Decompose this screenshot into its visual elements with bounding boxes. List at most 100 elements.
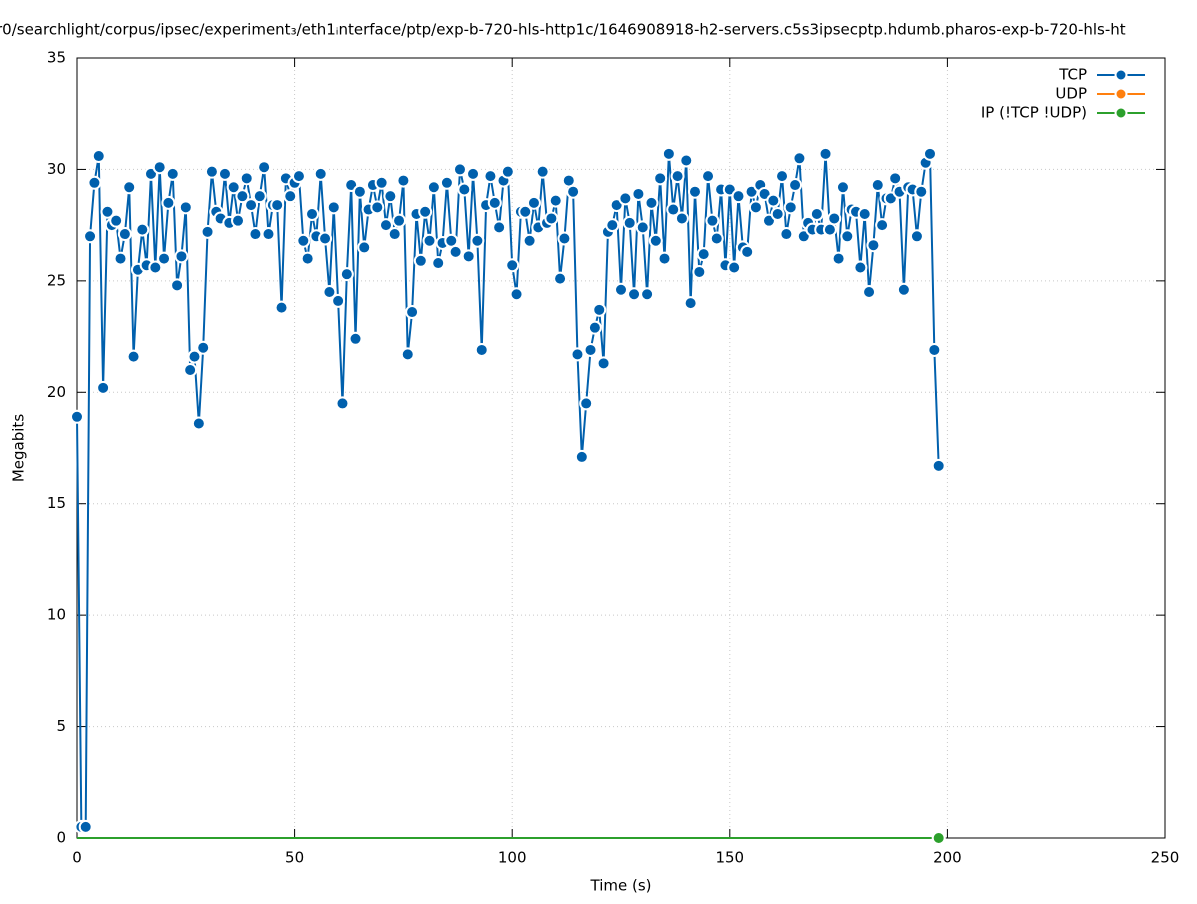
data-point [583, 342, 598, 357]
data-point [383, 189, 398, 204]
data-point [352, 184, 367, 199]
x-tick-label: 150 [715, 849, 744, 867]
data-point [91, 149, 106, 164]
data-point [631, 186, 646, 201]
data-point [526, 195, 541, 210]
data-point [792, 151, 807, 166]
data-point [909, 229, 924, 244]
data-point [779, 227, 794, 242]
data-point [657, 251, 672, 266]
data-point [587, 320, 602, 335]
data-point [396, 173, 411, 188]
data-point [535, 164, 550, 179]
data-point [300, 251, 315, 266]
data-point [835, 180, 850, 195]
data-point [840, 229, 855, 244]
data-point [566, 184, 581, 199]
data-point [931, 458, 946, 473]
y-axis-label: Megabits [10, 414, 28, 482]
data-point [191, 416, 206, 431]
data-point [618, 191, 633, 206]
data-point [113, 251, 128, 266]
data-point [178, 200, 193, 215]
data-point [257, 160, 272, 175]
data-point [579, 396, 594, 411]
data-point [165, 166, 180, 181]
data-point [117, 227, 132, 242]
data-point [622, 215, 637, 230]
data-point [518, 204, 533, 219]
data-point [731, 189, 746, 204]
data-point [291, 169, 306, 184]
data-point [627, 287, 642, 302]
data-point [348, 331, 363, 346]
data-point [596, 356, 611, 371]
x-tick-label: 0 [72, 849, 82, 867]
data-point [470, 233, 485, 248]
data-point [500, 164, 515, 179]
data-point [187, 349, 202, 364]
data-point [875, 218, 890, 233]
data-point [896, 282, 911, 297]
data-point [853, 260, 868, 275]
data-point [174, 249, 189, 264]
data-point [461, 249, 476, 264]
data-point [370, 200, 385, 215]
data-point [766, 193, 781, 208]
data-point [544, 211, 559, 226]
data-point [239, 171, 254, 186]
data-point [322, 285, 337, 299]
legend-label: IP (!TCP !UDP) [981, 104, 1087, 122]
data-point [157, 251, 172, 266]
data-point [640, 287, 655, 302]
legend-swatch [1114, 106, 1128, 120]
data-point [252, 189, 267, 204]
data-point [927, 342, 942, 357]
data-point [431, 256, 446, 271]
y-tick-label: 35 [47, 49, 66, 67]
data-point [400, 347, 415, 362]
data-point [283, 189, 298, 204]
data-point [522, 233, 537, 248]
data-point [96, 380, 111, 395]
data-point [70, 409, 84, 424]
data-point [548, 193, 563, 208]
data-point [696, 247, 711, 262]
data-point [183, 363, 198, 377]
data-point [809, 207, 824, 221]
data-point [244, 198, 259, 213]
x-tick-label: 200 [933, 849, 962, 867]
data-point [740, 244, 755, 259]
data-point [827, 211, 842, 226]
data-point [692, 264, 707, 279]
data-point [783, 200, 798, 215]
x-axis-label: Time (s) [590, 877, 652, 895]
data-point [466, 166, 481, 181]
data-point [196, 340, 211, 355]
data-point [574, 449, 589, 464]
data-point [509, 287, 524, 302]
data-point [261, 227, 276, 242]
data-point [78, 819, 93, 834]
legend-swatch [1114, 87, 1128, 101]
data-point [100, 204, 115, 219]
data-point [687, 184, 702, 199]
chart-title: r0/searchlight/corpus/ipsec/experiment₃/… [0, 21, 1126, 39]
data-point [666, 202, 681, 217]
y-tick-label: 5 [56, 717, 66, 735]
data-point [775, 169, 790, 184]
data-point [122, 180, 137, 195]
data-point [592, 302, 607, 317]
data-point [857, 207, 872, 221]
data-point [418, 204, 433, 219]
data-point [374, 175, 389, 190]
data-point [305, 207, 320, 221]
data-point [748, 200, 763, 215]
data-point [339, 267, 354, 282]
data-point [557, 231, 572, 246]
data-point [487, 195, 502, 210]
data-point [570, 347, 585, 362]
data-point [635, 220, 650, 235]
